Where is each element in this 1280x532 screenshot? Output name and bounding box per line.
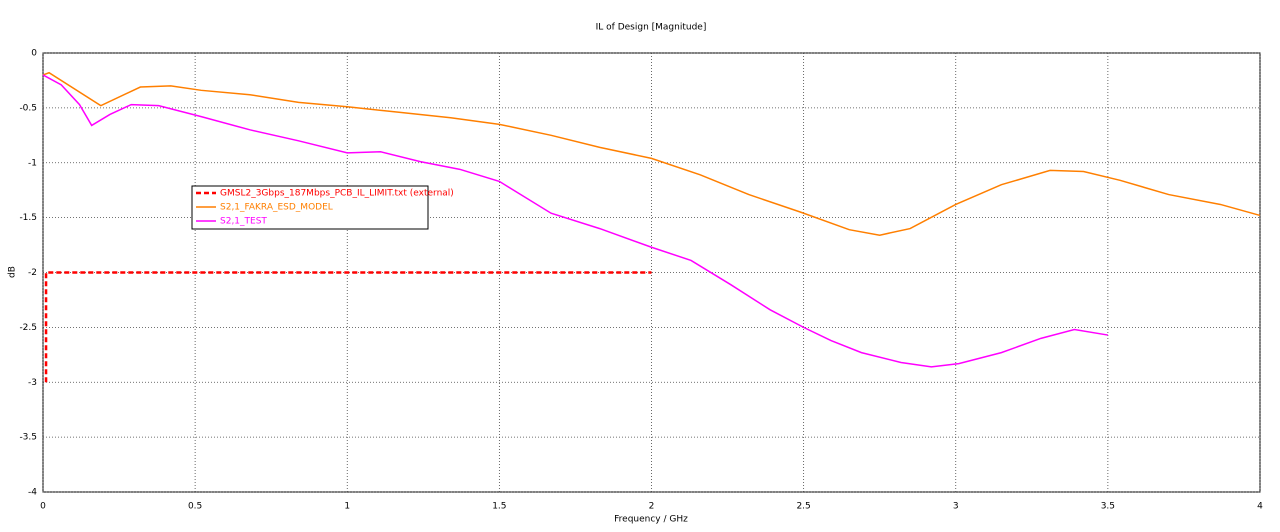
- x-tick-label: 3.5: [1101, 502, 1115, 512]
- x-tick-label: 1: [344, 502, 350, 512]
- y-axis-label: dB: [8, 266, 18, 278]
- x-tick-label: 4: [1257, 502, 1263, 512]
- y-tick-label: -1.5: [19, 213, 37, 223]
- y-tick-label: -2: [28, 268, 37, 278]
- series-line: [44, 271, 652, 383]
- series-line: [42, 71, 1261, 236]
- y-tick-label: -2.5: [19, 323, 37, 333]
- y-tick-label: -0.5: [19, 103, 37, 113]
- legend-label: S2,1_TEST: [220, 217, 267, 227]
- y-tick-label: -4: [28, 488, 37, 498]
- x-tick-label: 0: [40, 502, 46, 512]
- chart-title: IL of Design [Magnitude]: [596, 23, 707, 33]
- series-line: [42, 74, 1109, 368]
- y-tick-label: -3.5: [19, 433, 37, 443]
- x-tick-label: 2: [649, 502, 655, 512]
- y-tick-label: 0: [31, 49, 37, 59]
- x-tick-label: 2.5: [796, 502, 810, 512]
- legend-box: [191, 185, 429, 230]
- legend-label: S2,1_FAKRA_ESD_MODEL: [220, 203, 333, 213]
- y-tick-label: -1: [28, 158, 37, 168]
- x-axis-label: Frequency / GHz: [614, 515, 688, 525]
- y-tick-label: -3: [28, 378, 37, 388]
- x-tick-label: 0.5: [188, 502, 202, 512]
- legend-label: GMSL2_3Gbps_187Mbps_PCB_IL_LIMIT.txt (ex…: [220, 189, 454, 199]
- x-tick-label: 3: [953, 502, 959, 512]
- x-tick-label: 1.5: [492, 502, 506, 512]
